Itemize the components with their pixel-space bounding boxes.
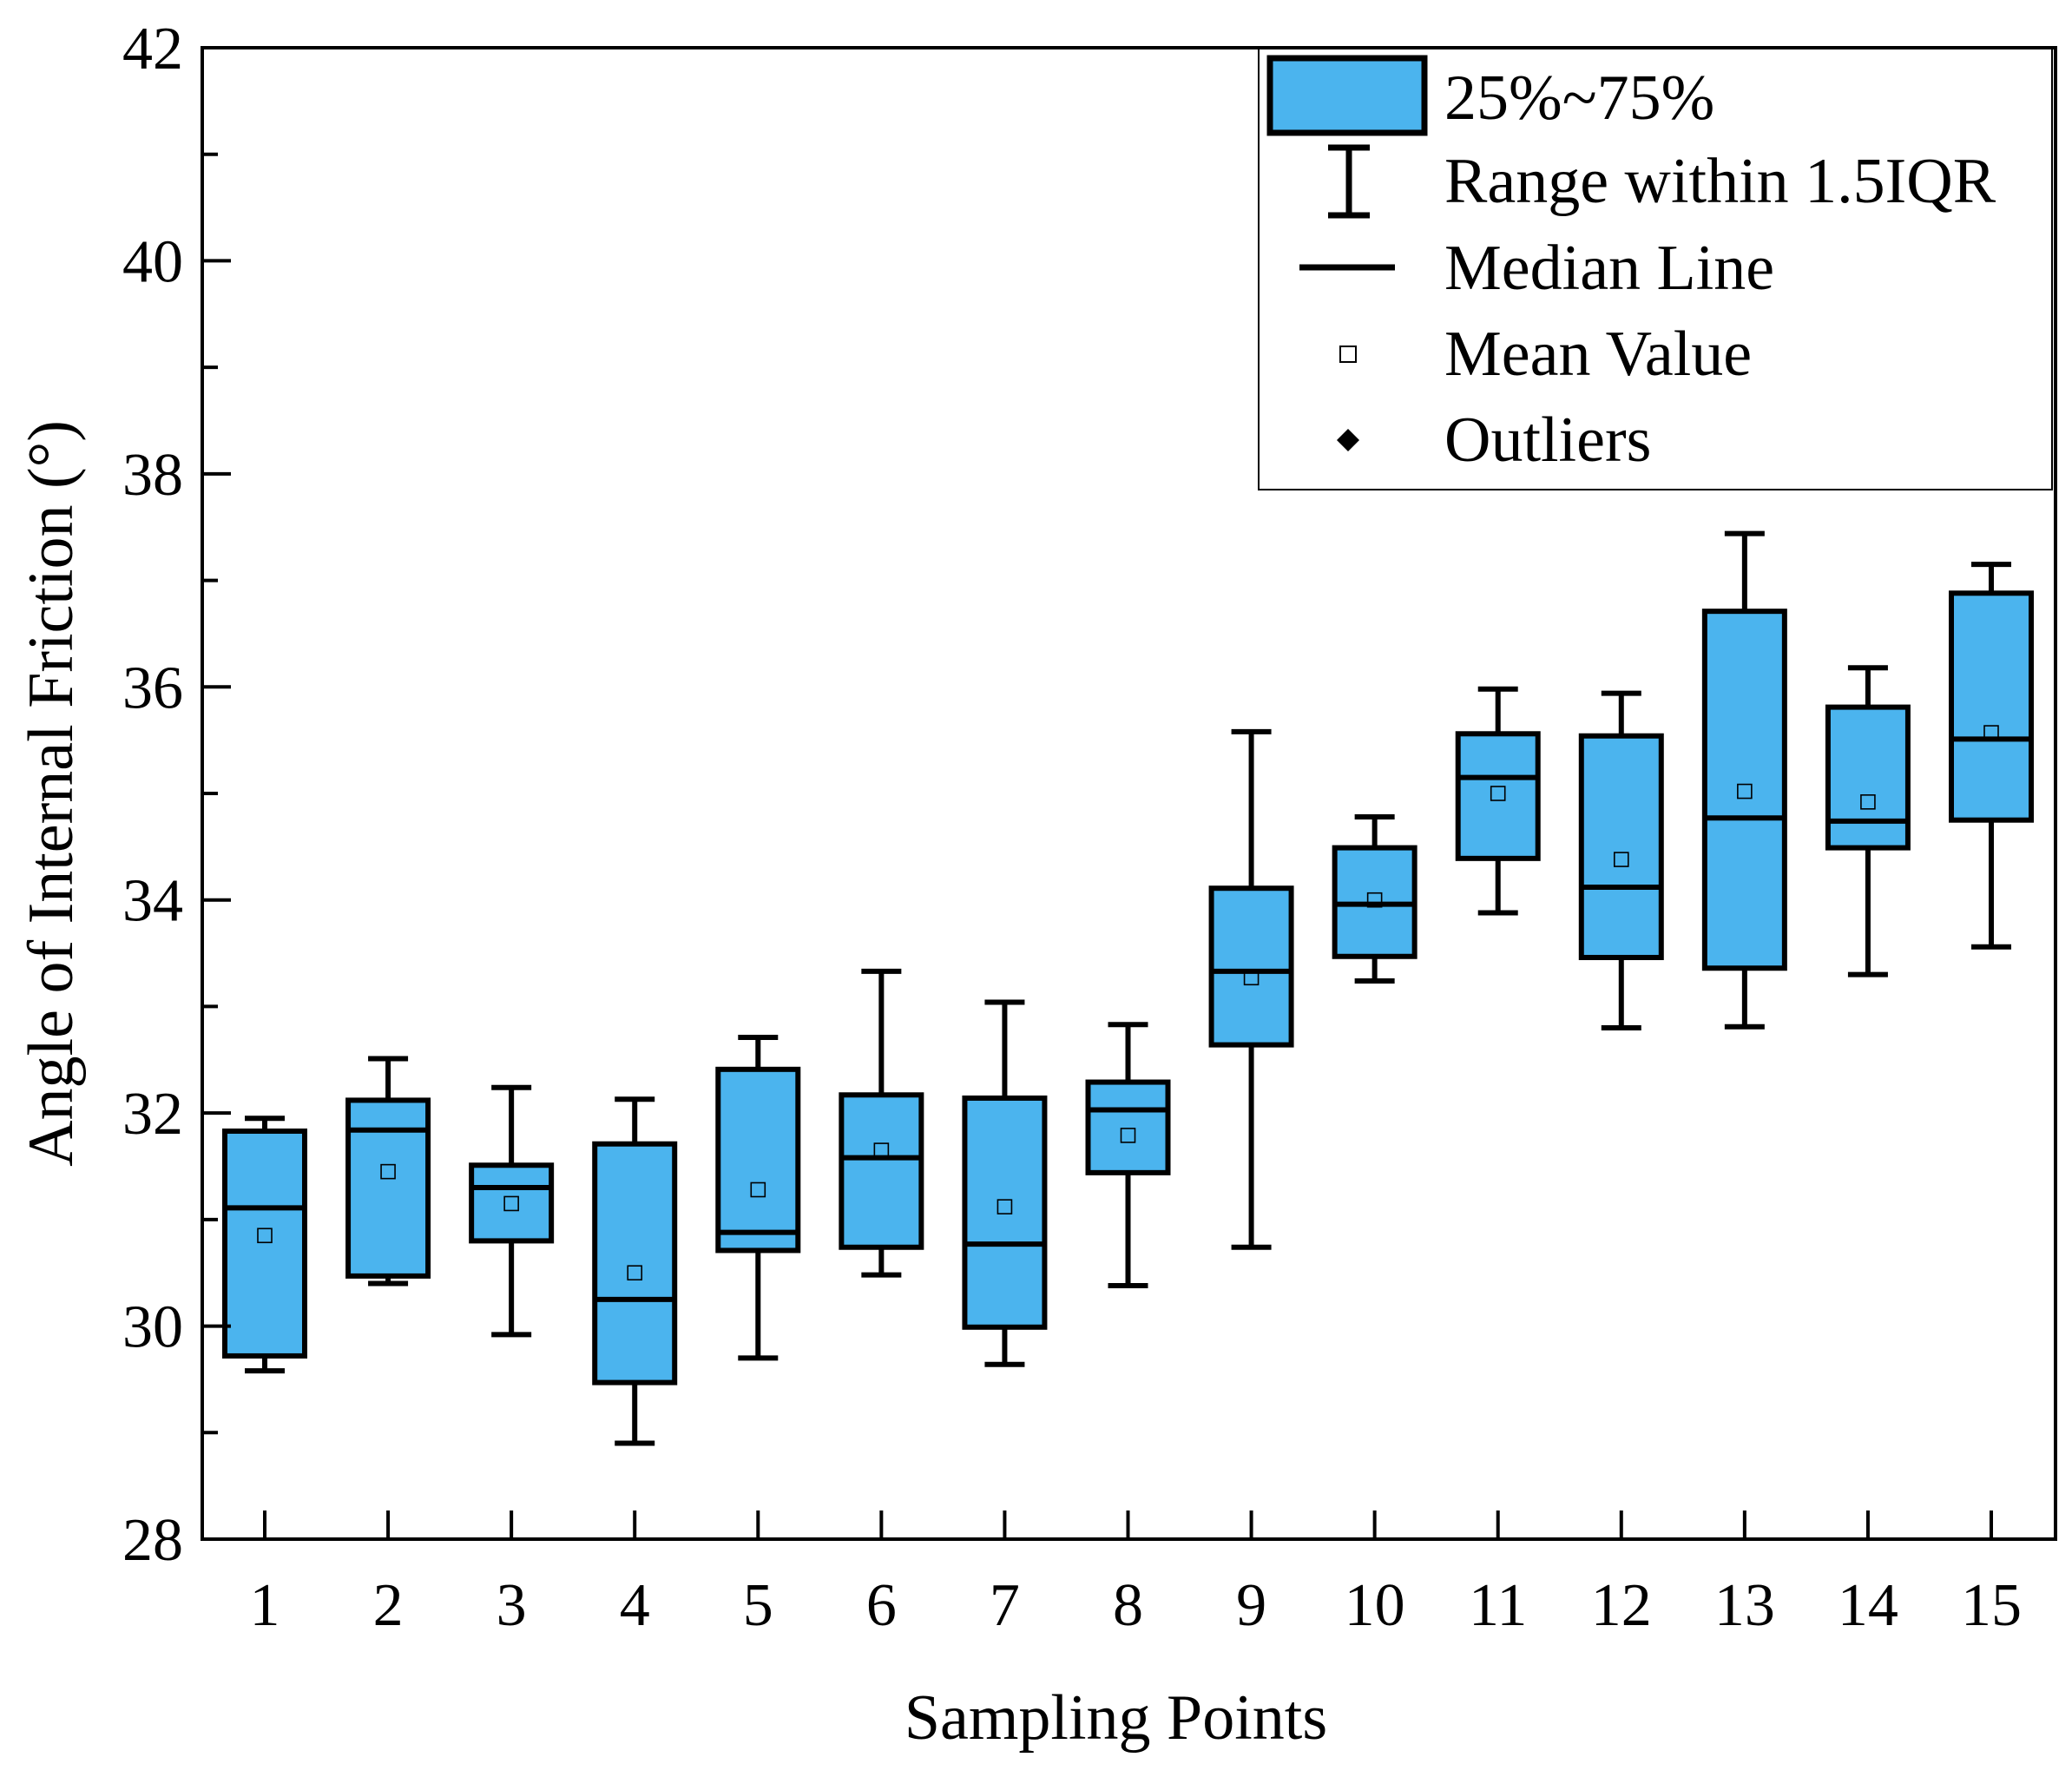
y-tick-label: 28 [122,1507,183,1574]
x-tick-label: 1 [250,1572,280,1639]
iqr-box [962,1095,1048,1330]
iqr-box [1949,590,2034,823]
x-tick-label: 2 [373,1572,404,1639]
box-group [222,1116,307,1374]
mean-marker [1490,786,1506,801]
box-group [1455,686,1541,916]
y-axis-label: Angle of Internal Friction (°) [16,420,87,1167]
iqr-box [1578,733,1664,960]
legend-box-swatch [1266,55,1428,136]
mean-marker [257,1227,273,1244]
x-tick-label: 10 [1345,1572,1405,1639]
plot-frame [201,46,2057,1541]
box-group [1949,562,2034,950]
mean-marker [1737,783,1753,800]
mean-marker [750,1181,766,1198]
iqr-box [1208,885,1294,1048]
y-tick-label: 36 [122,655,183,721]
y-tick-label: 34 [122,868,183,935]
mean-marker [997,1199,1013,1214]
iqr-box [592,1141,678,1385]
box-group [592,1096,678,1446]
legend: 25%~75% Range within 1.5IQR Median Line … [1258,48,2053,490]
box-group [1332,813,1418,984]
x-tick-label: 8 [1113,1572,1143,1639]
box-group [1208,728,1294,1250]
legend-label-range: Range within 1.5IQR [1444,146,1996,217]
mean-marker [503,1195,519,1212]
y-tick-label: 40 [122,228,183,295]
mean-marker [1120,1128,1136,1143]
x-tick-label: 9 [1236,1572,1266,1639]
legend-outlier-icon [1337,429,1359,451]
mean-marker [1366,892,1383,908]
y-tick-label: 30 [122,1294,183,1361]
x-tick-label: 4 [620,1572,650,1639]
iqr-box [1085,1079,1171,1175]
mean-marker [1983,725,1999,740]
box-group [839,968,924,1278]
iqr-box [222,1129,307,1359]
mean-marker [1860,794,1876,810]
iqr-box [715,1066,801,1254]
y-tick-label: 42 [122,16,183,82]
x-tick-label: 14 [1838,1572,1898,1639]
box-group [1825,665,1911,977]
mean-marker [1243,970,1260,986]
mean-marker [380,1163,396,1180]
x-tick-label: 6 [866,1572,897,1639]
box-group [469,1084,555,1338]
x-tick-label: 11 [1469,1572,1527,1639]
box-group [345,1056,431,1287]
box-group [715,1035,801,1361]
boxes-layer [222,530,2034,1446]
legend-label-median: Median Line [1444,233,1774,304]
box-group [1578,690,1664,1030]
x-tick-label: 5 [743,1572,773,1639]
legend-label-iqr: 25%~75% [1444,63,1714,134]
y-tick-label: 38 [122,442,183,509]
x-tick-label: 7 [990,1572,1020,1639]
iqr-box [1455,731,1541,861]
iqr-box [839,1092,924,1250]
iqr-box [345,1097,431,1279]
mean-marker [627,1265,643,1281]
box-group [1701,530,1787,1030]
x-axis-label: Sampling Points [904,1682,1327,1754]
legend-mean-icon [1339,346,1357,363]
iqr-box [469,1162,555,1244]
x-tick-label: 15 [1961,1572,2022,1639]
x-tick-label: 3 [497,1572,527,1639]
legend-label-mean: Mean Value [1444,319,1752,390]
mean-marker [1613,852,1629,867]
box-group [1085,1022,1171,1288]
x-tick-label: 12 [1591,1572,1652,1639]
x-tick-label: 13 [1714,1572,1775,1639]
legend-whisker-icon [1328,144,1370,219]
mean-marker [873,1142,890,1158]
iqr-box [1825,704,1911,851]
legend-label-outliers: Outliers [1444,405,1651,476]
box-group [962,999,1048,1367]
y-tick-label: 32 [122,1081,183,1148]
iqr-box [1701,609,1787,971]
